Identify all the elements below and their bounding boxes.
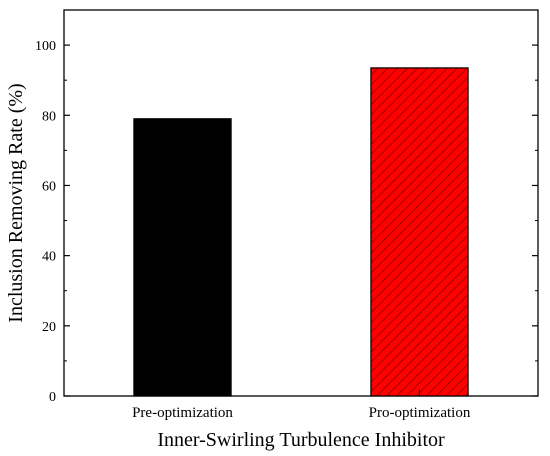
y-tick-label: 40 [42, 250, 56, 265]
plot-frame [63, 9, 539, 397]
y-tick-label: 80 [42, 109, 56, 124]
bar-pre-optimization [133, 118, 232, 397]
y-tick-label: 60 [42, 179, 56, 194]
y-tick-label: 100 [35, 39, 56, 54]
y-axis-title: Inclusion Removing Rate (%) [5, 83, 27, 322]
x-category-label: Pre-optimization [132, 405, 233, 421]
y-tick-label: 20 [42, 320, 56, 335]
y-tick-label: 0 [49, 390, 56, 405]
x-category-label: Pro-optimization [369, 405, 471, 421]
bar-pro-optimization [370, 67, 469, 397]
x-axis-title: Inner-Swirling Turbulence Inhibitor [157, 429, 445, 451]
